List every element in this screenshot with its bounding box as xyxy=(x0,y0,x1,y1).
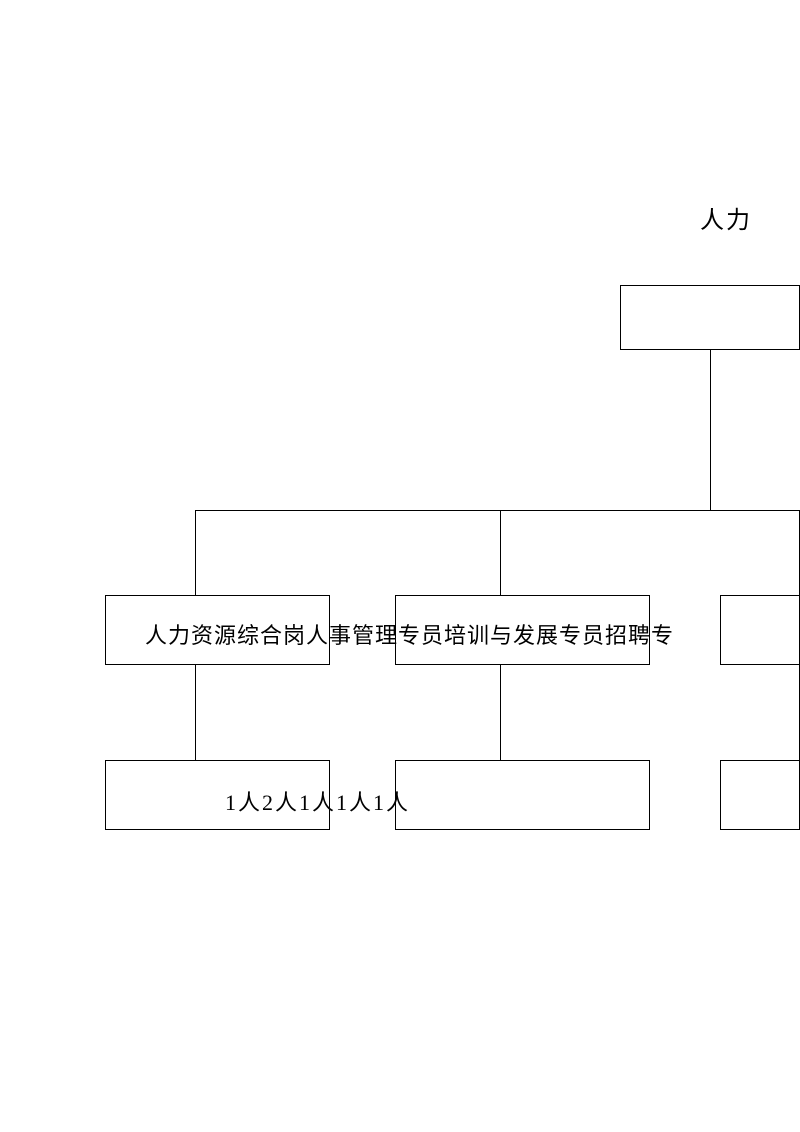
top-manager-box xyxy=(620,285,800,350)
connector-top-2 xyxy=(500,510,501,595)
count-box-2 xyxy=(395,760,650,830)
connector-bottom-1 xyxy=(195,665,196,760)
page-title: 人力 xyxy=(700,200,752,235)
org-chart-container: 人力 人力资源综合岗人事管理专员培训与发展专员招聘专 1人2人1人1人1人 xyxy=(0,0,800,1132)
position-labels: 人力资源综合岗人事管理专员培训与发展专员招聘专 xyxy=(145,618,674,650)
connector-top-1 xyxy=(195,510,196,595)
connector-bottom-2 xyxy=(500,665,501,760)
connector-from-top xyxy=(710,350,711,510)
count-box-3 xyxy=(720,760,800,830)
count-labels: 1人2人1人1人1人 xyxy=(225,785,410,817)
horizontal-main-line xyxy=(195,510,800,511)
position-box-3 xyxy=(720,595,800,665)
